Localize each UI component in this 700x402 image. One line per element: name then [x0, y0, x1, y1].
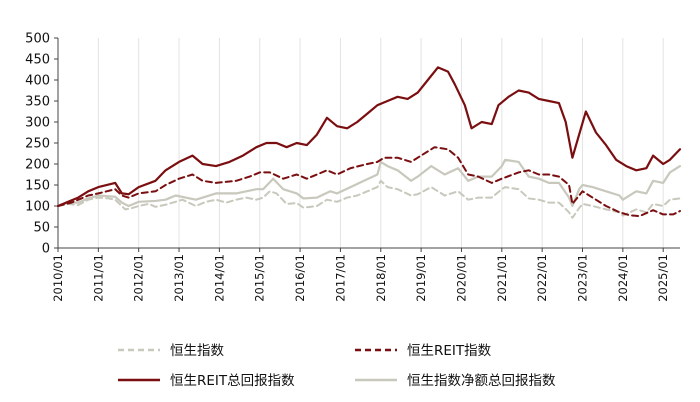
series-line-2 — [57, 146, 681, 218]
axes: 0 50 100 150 200 250 300 350 400 450 500 2010/01 201… — [25, 32, 680, 302]
x-tick-label: 2016/01 — [293, 254, 307, 302]
x-tick-label: 2013/01 — [172, 254, 186, 302]
y-tick-label: 0 — [42, 242, 50, 257]
legend-label-3: 恒生REIT总回报指数 — [170, 373, 295, 389]
y-tick-label: 500 — [25, 32, 50, 47]
x-tick-label: 2021/01 — [495, 254, 509, 302]
y-tick-label: 150 — [25, 179, 50, 194]
x-tick-label: 2010/01 — [51, 254, 65, 302]
legend-label-2: 恒生REIT指数 — [407, 343, 492, 359]
y-tick-label: 350 — [25, 95, 50, 110]
y-tick-label: 100 — [25, 200, 50, 215]
x-tick-label: 2020/01 — [454, 254, 468, 302]
series-line-4 — [56, 158, 682, 208]
legend-label-1: 恒生指数 — [170, 343, 224, 359]
x-tick-label: 2022/01 — [535, 254, 549, 302]
series-lines — [56, 66, 682, 219]
x-tick-label: 2018/01 — [374, 254, 388, 302]
x-tick-label: 2023/01 — [575, 254, 589, 302]
y-tick-label: 300 — [25, 116, 50, 131]
x-tick-label: 2012/01 — [132, 254, 146, 302]
series-line-3 — [56, 66, 682, 208]
y-tick-label: 50 — [33, 221, 50, 236]
legend-label-4: 恒生指数净额总回报指数 — [407, 373, 556, 389]
y-tick-label: 250 — [25, 137, 50, 152]
x-tick-label: 2014/01 — [212, 254, 226, 302]
x-tick-label: 2011/01 — [91, 254, 105, 302]
x-tick-label: 2017/01 — [333, 254, 347, 302]
x-tick-label: 2015/01 — [253, 254, 267, 302]
x-tick-label: 2025/01 — [656, 254, 670, 302]
x-tick-label: 2024/01 — [616, 254, 630, 302]
series-line-1 — [57, 179, 681, 219]
y-tick-label: 450 — [25, 53, 50, 68]
y-tick-label: 200 — [25, 158, 50, 173]
y-tick-label: 400 — [25, 74, 50, 89]
x-tick-label: 2019/01 — [414, 254, 428, 302]
grid — [57, 38, 664, 248]
